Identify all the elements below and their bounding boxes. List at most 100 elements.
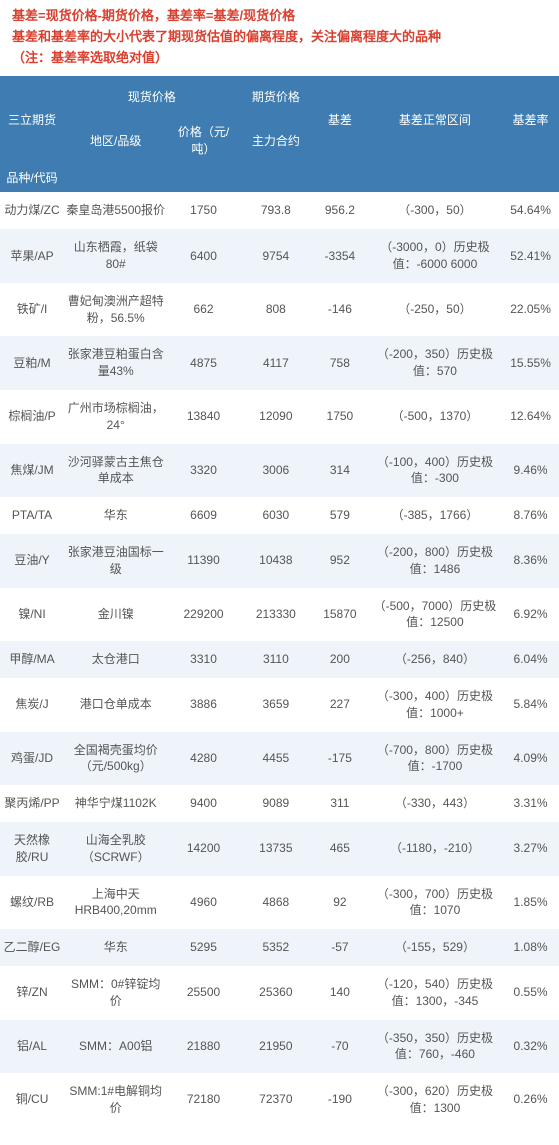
cell-code: 镍/NI xyxy=(0,588,64,642)
table-row: 乙二醇/EG华东52955352-57（-155，529）1.08% xyxy=(0,929,559,966)
cell-basis: -3354 xyxy=(312,229,368,283)
cell-region: 秦皇岛港5500报价 xyxy=(64,192,167,229)
cell-fut: 808 xyxy=(240,283,312,337)
table-row: 锌/ZNSMM：0#锌锭均价2550025360140（-120，540）历史极… xyxy=(0,966,559,1020)
hdr-top-left: 三立期货 xyxy=(0,76,64,163)
cell-price: 72180 xyxy=(167,1073,239,1127)
cell-basis: 314 xyxy=(312,444,368,498)
cell-fut: 12090 xyxy=(240,390,312,444)
cell-range: （-250，50） xyxy=(368,283,502,337)
cell-fut: 5352 xyxy=(240,929,312,966)
cell-code: PTA/TA xyxy=(0,497,64,534)
cell-rate: 54.64% xyxy=(502,192,559,229)
cell-rate: 5.84% xyxy=(502,678,559,732)
cell-code: 铝/AL xyxy=(0,1020,64,1074)
cell-range: （-200，350）历史极值：570 xyxy=(368,336,502,390)
cell-basis: -146 xyxy=(312,283,368,337)
cell-region: 太仓港口 xyxy=(64,641,167,678)
notes-block: 基差=现货价格-期货价格，基差率=基差/现货价格 基差和基差率的大小代表了期现货… xyxy=(0,0,559,76)
cell-fut: 9754 xyxy=(240,229,312,283)
cell-rate: 1.08% xyxy=(502,929,559,966)
hdr-fut: 主力合约 xyxy=(240,117,312,163)
table-body: 动力煤/ZC秦皇岛港5500报价1750793.8956.2（-300，50）5… xyxy=(0,192,559,1126)
cell-region: 神华宁煤1102K xyxy=(64,785,167,822)
cell-rate: 0.55% xyxy=(502,966,559,1020)
table-row: 棕榈油/P广州市场棕榈油，24°13840120901750（-500，1370… xyxy=(0,390,559,444)
cell-range: （-300，700）历史极值：1070 xyxy=(368,876,502,930)
cell-range: （-3000，0）历史极值：-6000 6000 xyxy=(368,229,502,283)
cell-basis: -190 xyxy=(312,1073,368,1127)
table-row: PTA/TA华东66096030579（-385，1766）8.76% xyxy=(0,497,559,534)
cell-code: 焦炭/J xyxy=(0,678,64,732)
hdr-price: 价格（元/吨） xyxy=(167,117,239,163)
cell-fut: 72370 xyxy=(240,1073,312,1127)
hdr-region: 地区/品级 xyxy=(64,117,167,163)
cell-region: 张家港豆油国标一级 xyxy=(64,534,167,588)
table-row: 动力煤/ZC秦皇岛港5500报价1750793.8956.2（-300，50）5… xyxy=(0,192,559,229)
cell-basis: -70 xyxy=(312,1020,368,1074)
cell-price: 4960 xyxy=(167,876,239,930)
cell-basis: 140 xyxy=(312,966,368,1020)
cell-fut: 3659 xyxy=(240,678,312,732)
cell-price: 25500 xyxy=(167,966,239,1020)
cell-range: （-1180，-210） xyxy=(368,822,502,876)
hdr-spot-group: 现货价格 xyxy=(64,76,240,117)
cell-fut: 4455 xyxy=(240,732,312,786)
cell-region: 山海全乳胶（SCRWF） xyxy=(64,822,167,876)
cell-range: （-300，400）历史极值：1000+ xyxy=(368,678,502,732)
cell-region: 全国褐壳蛋均价（元/500kg） xyxy=(64,732,167,786)
cell-price: 229200 xyxy=(167,588,239,642)
hdr-range: 基差正常区间 xyxy=(368,76,502,163)
cell-basis: 311 xyxy=(312,785,368,822)
cell-code: 鸡蛋/JD xyxy=(0,732,64,786)
cell-region: 广州市场棕榈油，24° xyxy=(64,390,167,444)
cell-range: （-200，800）历史极值：1486 xyxy=(368,534,502,588)
table-header: 三立期货 现货价格 期货价格 基差 基差正常区间 基差率 地区/品级 价格（元/… xyxy=(0,76,559,192)
hdr-rate: 基差率 xyxy=(502,76,559,163)
cell-code: 豆油/Y xyxy=(0,534,64,588)
cell-range: （-700，800）历史极值：-1700 xyxy=(368,732,502,786)
cell-range: （-330，443） xyxy=(368,785,502,822)
note-line-3: （注：基差率选取绝对值） xyxy=(12,48,547,69)
cell-rate: 15.55% xyxy=(502,336,559,390)
cell-code: 焦煤/JM xyxy=(0,444,64,498)
cell-code: 天然橡胶/RU xyxy=(0,822,64,876)
cell-region: SMM：A00铝 xyxy=(64,1020,167,1074)
cell-basis: 465 xyxy=(312,822,368,876)
cell-basis: 92 xyxy=(312,876,368,930)
cell-rate: 9.46% xyxy=(502,444,559,498)
cell-basis: 956.2 xyxy=(312,192,368,229)
cell-code: 螺纹/RB xyxy=(0,876,64,930)
cell-fut: 9089 xyxy=(240,785,312,822)
cell-region: 华东 xyxy=(64,497,167,534)
note-line-1: 基差=现货价格-期货价格，基差率=基差/现货价格 xyxy=(12,6,547,27)
cell-price: 13840 xyxy=(167,390,239,444)
table-row: 焦炭/J港口仓单成本38863659227（-300，400）历史极值：1000… xyxy=(0,678,559,732)
cell-price: 4875 xyxy=(167,336,239,390)
table-row: 螺纹/RB上海中天HRB400,20mm4960486892（-300，700）… xyxy=(0,876,559,930)
cell-region: 金川镍 xyxy=(64,588,167,642)
table-row: 铁矿/I曹妃甸澳洲产超特粉，56.5%662808-146（-250，50）22… xyxy=(0,283,559,337)
table-row: 镍/NI金川镍22920021333015870（-500，7000）历史极值：… xyxy=(0,588,559,642)
table-row: 铜/CUSMM:1#电解铜均价7218072370-190（-300，620）历… xyxy=(0,1073,559,1127)
cell-fut: 6030 xyxy=(240,497,312,534)
cell-price: 662 xyxy=(167,283,239,337)
cell-fut: 3006 xyxy=(240,444,312,498)
table-row: 铝/ALSMM：A00铝2188021950-70（-350，350）历史极值：… xyxy=(0,1020,559,1074)
cell-price: 4280 xyxy=(167,732,239,786)
cell-range: （-300，50） xyxy=(368,192,502,229)
cell-price: 14200 xyxy=(167,822,239,876)
cell-basis: 15870 xyxy=(312,588,368,642)
table-row: 甲醇/MA太仓港口33103110200（-256，840）6.04% xyxy=(0,641,559,678)
cell-basis: 579 xyxy=(312,497,368,534)
cell-basis: 200 xyxy=(312,641,368,678)
cell-fut: 25360 xyxy=(240,966,312,1020)
cell-rate: 8.36% xyxy=(502,534,559,588)
cell-fut: 21950 xyxy=(240,1020,312,1074)
cell-range: （-120，540）历史极值：1300，-345 xyxy=(368,966,502,1020)
cell-rate: 52.41% xyxy=(502,229,559,283)
table-row: 豆油/Y张家港豆油国标一级1139010438952（-200，800）历史极值… xyxy=(0,534,559,588)
cell-fut: 213330 xyxy=(240,588,312,642)
cell-range: （-155，529） xyxy=(368,929,502,966)
cell-code: 甲醇/MA xyxy=(0,641,64,678)
